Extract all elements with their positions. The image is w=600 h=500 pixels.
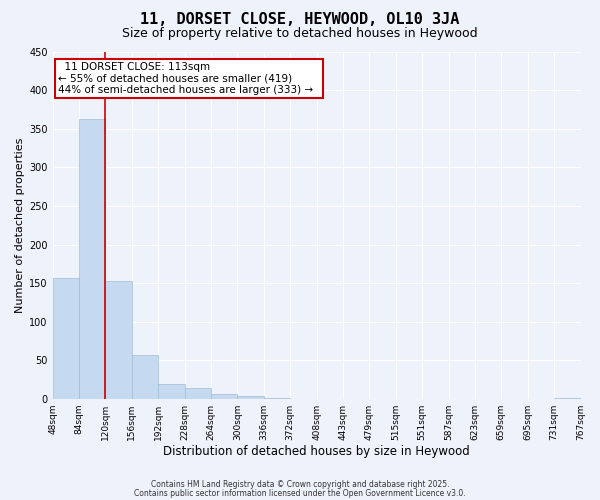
Text: Contains HM Land Registry data © Crown copyright and database right 2025.: Contains HM Land Registry data © Crown c… <box>151 480 449 489</box>
X-axis label: Distribution of detached houses by size in Heywood: Distribution of detached houses by size … <box>163 444 470 458</box>
Bar <box>79 120 106 399</box>
Bar <box>132 355 158 399</box>
Bar <box>185 388 211 399</box>
Text: Size of property relative to detached houses in Heywood: Size of property relative to detached ho… <box>122 28 478 40</box>
Text: Contains public sector information licensed under the Open Government Licence v3: Contains public sector information licen… <box>134 488 466 498</box>
Bar <box>238 396 264 399</box>
Text: 11 DORSET CLOSE: 113sqm
← 55% of detached houses are smaller (419)
44% of semi-d: 11 DORSET CLOSE: 113sqm ← 55% of detache… <box>58 62 320 95</box>
Bar <box>106 281 132 399</box>
Bar <box>264 398 290 399</box>
Y-axis label: Number of detached properties: Number of detached properties <box>15 138 25 313</box>
Bar <box>554 398 581 399</box>
Bar <box>158 384 185 399</box>
Text: 11, DORSET CLOSE, HEYWOOD, OL10 3JA: 11, DORSET CLOSE, HEYWOOD, OL10 3JA <box>140 12 460 28</box>
Bar <box>53 278 79 399</box>
Bar <box>211 394 238 399</box>
